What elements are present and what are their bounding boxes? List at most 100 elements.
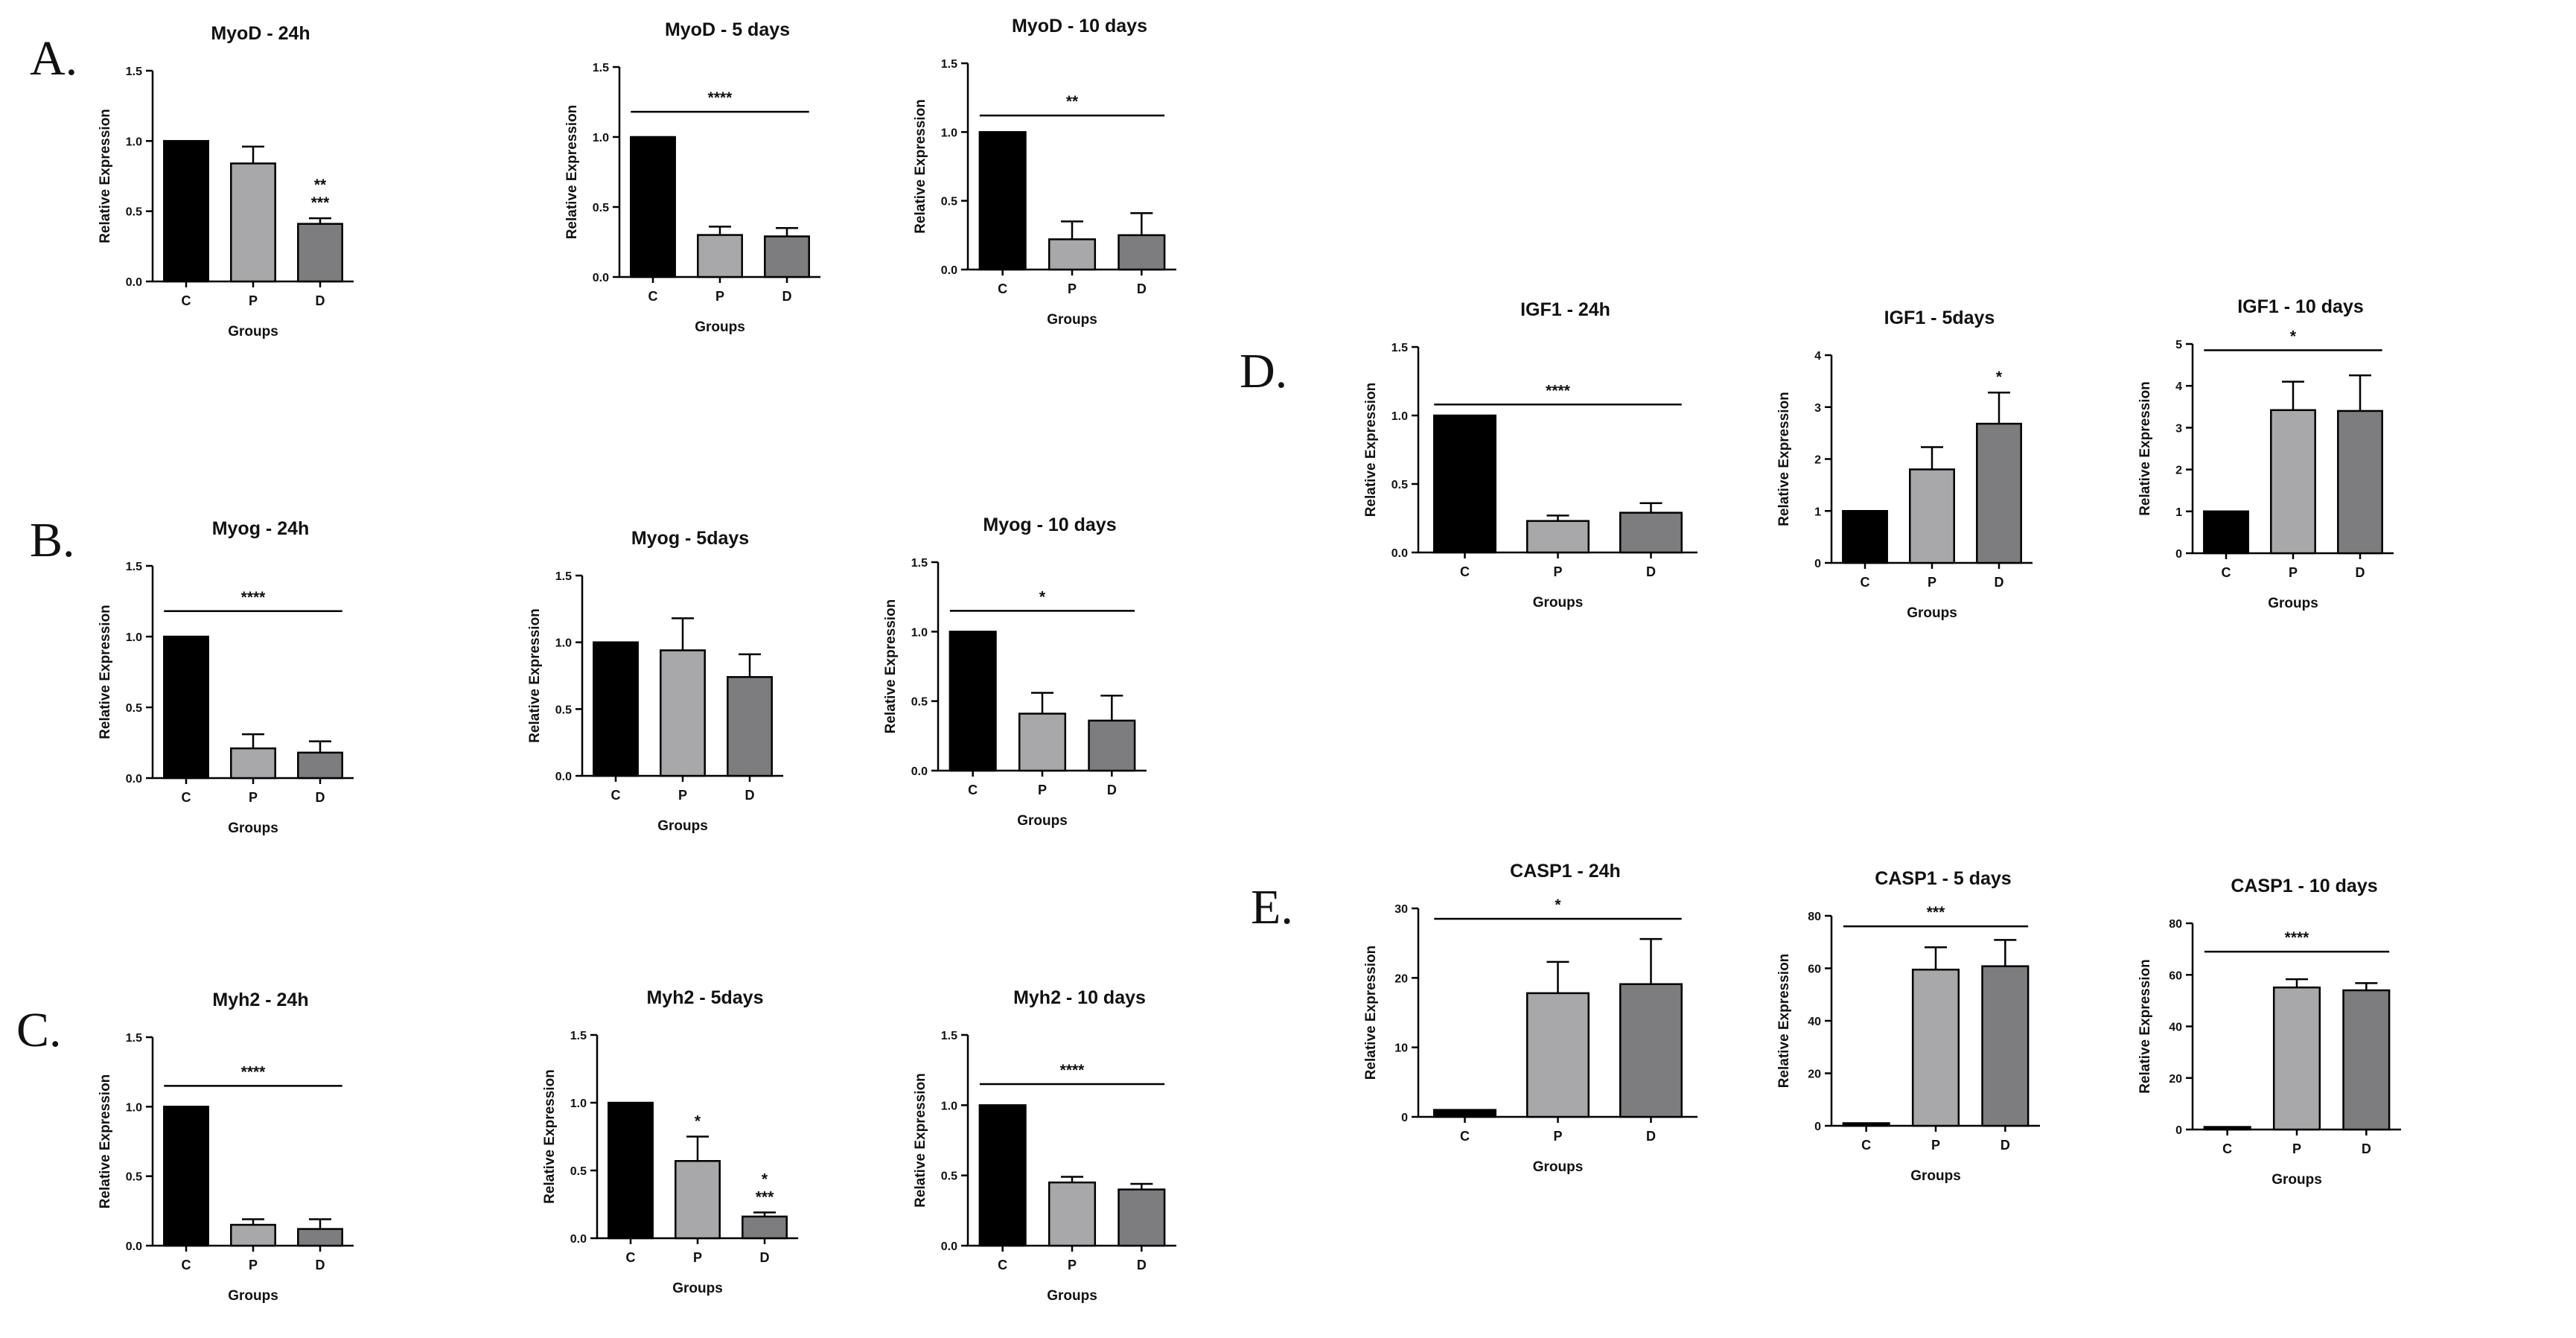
x-axis-label: Groups [1047, 312, 1097, 328]
chart-myh2-24h: Myh2 - 24h 0.0 0.5 1.0 1.5 Relative Expressio… [98, 990, 354, 1304]
bar-D [2342, 989, 2391, 1131]
bar-D [297, 223, 343, 283]
y-tick-label: 0.5 [126, 206, 142, 219]
bar-D [742, 1215, 788, 1240]
chart-title: IGF1 - 5days [1884, 308, 1995, 328]
chart-myh2-10d: Myh2 - 10 days 0.0 0.5 1.0 1.5 Relative Expre… [913, 987, 1176, 1304]
chart-igf1-5d: IGF1 - 5days 0 1 2 3 4 Relative Expression C P D G… [1776, 308, 2033, 621]
y-tick-label: 0.0 [555, 771, 572, 783]
bar-significance-label: * [695, 1113, 701, 1130]
y-tick-label: 1.5 [126, 1032, 142, 1045]
y-tick-label: 0 [1814, 558, 1821, 570]
x-tick-label: P [1931, 1138, 1940, 1153]
y-tick-label: 1.0 [126, 136, 142, 148]
y-tick-label: 0.0 [1391, 547, 1408, 560]
x-axis-label: Groups [2271, 1172, 2322, 1188]
panel-label-a: A. [30, 31, 77, 86]
x-tick-label: D [316, 293, 325, 308]
y-tick-label: 0.5 [941, 196, 957, 208]
x-tick-label: C [1861, 1138, 1871, 1153]
chart-igf1-10d: IGF1 - 10 days 0 1 2 3 4 5 Relative Expression C… [2137, 296, 2394, 611]
y-axis-label: Relative Expression [883, 599, 899, 734]
significance-label: **** [708, 89, 733, 106]
y-tick-label: 20 [1394, 972, 1408, 985]
bar-C [630, 136, 676, 278]
x-tick-label: P [693, 1250, 702, 1265]
chart-casp1-5d: CASP1 - 5 days 0 20 40 60 80 Relative Expressi… [1776, 868, 2040, 1184]
x-tick-label: D [316, 790, 325, 805]
bar-P [1048, 238, 1097, 271]
bar-P [1911, 969, 1960, 1127]
y-axis-label: Relative Expression [1363, 383, 1379, 517]
bar-P [230, 1223, 276, 1247]
x-tick-label: P [1068, 1258, 1077, 1272]
y-tick-label: 1 [1814, 506, 1821, 518]
bar-C [2203, 510, 2249, 555]
y-tick-label: 40 [2169, 1022, 2182, 1034]
panel-label-e: E. [1251, 880, 1293, 934]
y-axis-label: Relative Expression [1776, 954, 1792, 1089]
y-tick-label: 1.0 [126, 1101, 142, 1114]
bar-significance-label: * [1996, 369, 2003, 386]
y-tick-label: 3 [1814, 402, 1821, 415]
x-tick-label: C [611, 788, 621, 803]
bar-P [675, 1160, 721, 1240]
y-tick-label: 1 [2175, 506, 2182, 519]
x-tick-label: P [1068, 281, 1077, 296]
x-axis-label: Groups [2268, 596, 2318, 611]
x-axis-label: Groups [1017, 813, 1068, 829]
x-axis-label: Groups [657, 818, 708, 834]
y-tick-label: 0.0 [570, 1233, 587, 1246]
y-tick-label: 0.0 [593, 272, 609, 284]
y-tick-label: 0.5 [941, 1170, 957, 1183]
x-tick-label: C [998, 1258, 1007, 1272]
significance-label: **** [241, 1063, 267, 1080]
bar-C [949, 631, 997, 772]
y-axis-label: Relative Expression [98, 605, 113, 739]
bar-P [660, 649, 706, 777]
x-tick-label: C [2222, 1141, 2232, 1156]
bar-P [1526, 992, 1590, 1118]
x-tick-label: P [1038, 783, 1047, 797]
x-axis-label: Groups [228, 821, 278, 836]
x-tick-label: C [968, 783, 978, 797]
y-tick-label: 0.0 [126, 773, 142, 786]
bar-C [1433, 1109, 1496, 1118]
x-tick-label: D [745, 788, 755, 803]
significance-label: * [1039, 588, 1046, 605]
significance-label: **** [241, 589, 267, 606]
y-tick-label: 1.0 [941, 1100, 957, 1112]
panel-label-b: B. [30, 513, 75, 567]
x-tick-label: D [2000, 1138, 2010, 1153]
chart-title: IGF1 - 10 days [2237, 296, 2364, 317]
y-tick-label: 0.0 [126, 1240, 142, 1253]
x-tick-label: C [182, 790, 191, 805]
x-tick-label: D [1107, 783, 1117, 797]
y-tick-label: 1.0 [570, 1098, 587, 1110]
chart-title: Myog - 24h [212, 518, 310, 539]
x-tick-label: P [1553, 564, 1562, 579]
y-tick-label: 80 [2169, 918, 2182, 931]
chart-title: MyoD - 10 days [1012, 16, 1147, 36]
y-axis-label: Relative Expression [913, 1073, 928, 1208]
significance-label: ** [1066, 93, 1079, 110]
x-tick-label: C [1861, 575, 1870, 590]
y-axis-label: Relative Expression [98, 1074, 113, 1209]
significance-label: **** [1060, 1062, 1085, 1079]
y-tick-label: 20 [1808, 1068, 1821, 1081]
y-axis-label: Relative Expression [2137, 959, 2153, 1094]
y-tick-label: 1.0 [911, 626, 928, 639]
y-tick-label: 0 [2175, 1124, 2182, 1137]
y-tick-label: 0 [1814, 1121, 1821, 1133]
y-tick-label: 1.0 [941, 127, 957, 139]
y-tick-label: 0.5 [911, 696, 928, 709]
x-tick-label: C [1460, 564, 1470, 579]
chart-title: MyoD - 5 days [665, 19, 790, 40]
significance-label: * [2290, 328, 2297, 345]
bar-significance-label: *** [311, 194, 330, 211]
y-axis-label: Relative Expression [913, 99, 928, 234]
bar-P [1526, 520, 1590, 554]
bar-P [2270, 409, 2316, 555]
bar-significance-label: ** [314, 176, 327, 194]
